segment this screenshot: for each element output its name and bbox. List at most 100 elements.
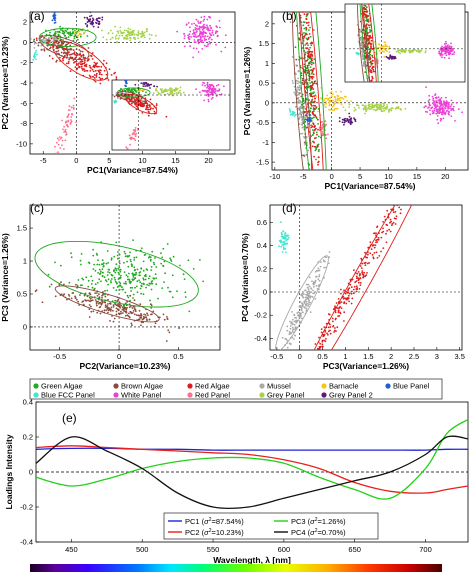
scatter-point — [101, 268, 104, 270]
scatter-point — [133, 33, 136, 36]
scatter-point — [207, 43, 210, 46]
scatter-point — [43, 40, 46, 42]
scatter-point — [90, 305, 92, 308]
scatter-point — [405, 200, 407, 202]
scatter-point — [305, 283, 308, 286]
scatter-point — [318, 128, 321, 131]
scatter-point — [148, 33, 151, 36]
scatter-point — [403, 200, 405, 202]
scatter-point — [366, 15, 369, 18]
scatter-point — [123, 261, 125, 264]
scatter-point — [291, 331, 294, 333]
scatter-point — [394, 101, 396, 104]
scatter-point — [200, 31, 203, 34]
scatter-point — [70, 106, 73, 109]
scatter-point — [116, 257, 119, 260]
scatter-point — [131, 30, 134, 32]
scatter-point — [312, 88, 315, 90]
scatter-point — [429, 113, 432, 116]
scatter-point — [196, 25, 199, 27]
scatter-point — [91, 68, 94, 71]
scatter-point — [143, 100, 146, 103]
scatter-point — [127, 272, 130, 275]
scatter-point — [117, 32, 120, 34]
scatter-point — [101, 296, 103, 299]
scatter-point — [33, 56, 36, 59]
scatter-point — [98, 263, 101, 266]
scatter-point — [183, 278, 186, 280]
scatter-point — [224, 46, 227, 49]
scatter-point — [307, 37, 310, 40]
scatter-point — [379, 103, 382, 106]
scatter-point — [313, 91, 315, 94]
scatter-point — [286, 346, 289, 349]
scatter-point — [210, 38, 213, 41]
scatter-point — [327, 333, 329, 336]
y-tick-label: -2 — [20, 58, 27, 67]
scatter-point — [137, 98, 139, 100]
scatter-point — [74, 30, 77, 33]
scatter-point — [449, 107, 451, 110]
scatter-point — [48, 40, 51, 43]
scatter-point — [353, 285, 356, 288]
scatter-point — [299, 110, 302, 113]
x-tick-label: 3 — [435, 352, 439, 361]
scatter-point — [288, 342, 291, 345]
scatter-point — [291, 329, 294, 331]
scatter-point — [172, 255, 175, 258]
scatter-point — [114, 280, 117, 283]
scatter-point — [295, 58, 298, 61]
scatter-point — [104, 304, 107, 307]
scatter-point — [165, 115, 168, 118]
scatter-point — [317, 110, 319, 113]
scatter-point — [303, 36, 306, 38]
scatter-point — [299, 301, 302, 303]
scatter-point — [122, 288, 125, 291]
scatter-point — [360, 36, 363, 39]
scatter-point — [203, 44, 206, 47]
scatter-point — [387, 111, 390, 113]
x-tick-label: 10 — [384, 172, 392, 181]
scatter-point — [367, 104, 370, 107]
scatter-point — [127, 296, 130, 299]
scatter-point — [53, 15, 56, 18]
scatter-point — [409, 50, 412, 53]
scatter-point — [297, 82, 299, 85]
scatter-point — [317, 118, 319, 121]
scatter-point — [150, 304, 153, 307]
scatter-point — [340, 90, 342, 93]
scatter-point — [148, 37, 151, 40]
scatter-point — [117, 251, 119, 253]
scatter-point — [110, 306, 113, 309]
scatter-point — [86, 60, 89, 62]
y-tick-label: 0 — [263, 288, 267, 297]
x-tick-label: 0 — [298, 352, 302, 361]
scatter-point — [436, 118, 439, 121]
scatter-point — [176, 30, 179, 33]
scatter-point — [96, 65, 99, 68]
points-layer — [34, 239, 205, 342]
scatter-point — [288, 330, 291, 333]
scatter-point — [116, 282, 118, 285]
scatter-point — [347, 289, 349, 292]
scatter-point — [303, 6, 305, 8]
scatter-point — [153, 110, 156, 113]
scatter-point — [368, 51, 371, 53]
scatter-point — [135, 89, 137, 92]
scatter-point — [200, 36, 202, 39]
scatter-point — [330, 95, 333, 98]
scatter-point — [84, 59, 86, 62]
panel-letter: (d) — [282, 201, 297, 215]
scatter-point — [308, 303, 310, 306]
scatter-point — [352, 288, 355, 291]
scatter-point — [124, 306, 127, 309]
scatter-point — [319, 180, 321, 182]
scatter-point — [317, 278, 320, 281]
scatter-point — [173, 92, 176, 95]
scatter-point — [440, 101, 442, 104]
y-tick-label: -8 — [20, 119, 27, 128]
scatter-point — [340, 103, 343, 106]
scatter-point — [290, 331, 292, 334]
scatter-point — [328, 313, 331, 316]
scatter-point — [374, 244, 377, 247]
